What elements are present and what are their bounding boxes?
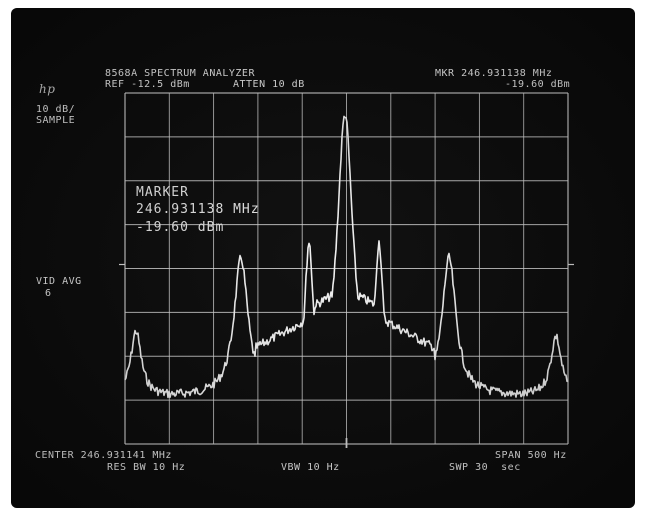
spectrum-display [119,92,574,448]
spectrum-trace [124,115,569,399]
vid-avg-label: VID AVG [36,276,82,287]
scale-label: 10 dB/ [36,104,76,115]
detector-mode-label: SAMPLE [36,115,76,126]
marker-frequency-header: MKR 246.931138 MHz [435,68,553,79]
analyzer-screen: hp 8568A SPECTRUM ANALYZER REF -12.5 dBm… [11,8,635,508]
video-bandwidth-label: VBW 10 Hz [281,462,340,473]
analyzer-model-label: 8568A SPECTRUM ANALYZER [105,68,255,79]
marker-readout-title: MARKER [136,185,189,200]
resolution-bandwidth-label: RES BW 10 Hz [107,462,186,473]
vid-avg-value: 6 [45,288,52,299]
marker-readout-level: -19.60 dBm [136,220,225,235]
marker-readout-frequency: 246.931138 MHz [136,202,260,217]
sweep-time-label: SWP 30 sec [449,462,521,473]
center-markers [119,263,574,448]
hp-logo: hp [39,82,56,96]
span-label: SPAN 500 Hz [495,450,567,461]
center-frequency-label: CENTER 246.931141 MHz [35,450,172,461]
marker-level-header: -19.60 dBm [505,79,571,90]
graticule [124,92,569,445]
attenuation-label: ATTEN 10 dB [233,79,305,90]
ref-level-label: REF -12.5 dBm [105,79,190,90]
